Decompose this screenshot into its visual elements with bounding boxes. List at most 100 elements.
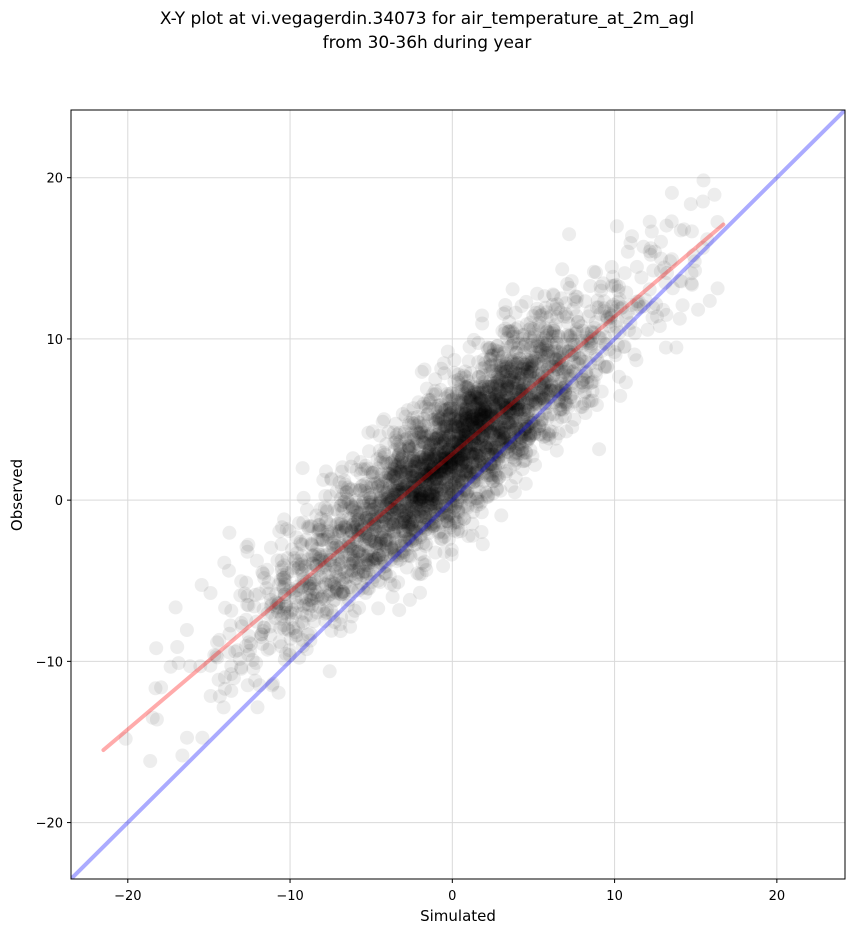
scatter-point xyxy=(517,376,532,391)
scatter-point xyxy=(551,328,565,343)
scatter-point xyxy=(646,263,661,278)
scatter-point xyxy=(392,425,407,440)
scatter-point xyxy=(423,433,438,448)
scatter-point xyxy=(357,538,372,553)
scatter-point xyxy=(503,373,518,388)
scatter-point xyxy=(443,520,458,535)
scatter-point xyxy=(468,429,483,444)
scatter-point xyxy=(421,392,436,407)
scatter-point xyxy=(429,437,444,452)
scatter-point xyxy=(640,322,655,337)
scatter-point xyxy=(263,628,278,643)
scatter-point xyxy=(658,340,673,355)
scatter-point xyxy=(501,390,516,404)
scatter-point xyxy=(434,482,448,497)
scatter-point xyxy=(409,496,424,511)
scatter-point xyxy=(333,498,348,513)
scatter-point xyxy=(457,422,472,437)
scatter-point xyxy=(382,494,397,509)
scatter-point xyxy=(363,498,378,512)
scatter-point xyxy=(386,454,401,469)
scatter-point xyxy=(275,520,290,535)
scatter-point xyxy=(474,437,488,452)
scatter-point xyxy=(443,427,458,442)
scatter-point xyxy=(399,460,414,475)
scatter-point xyxy=(534,349,549,363)
scatter-point xyxy=(485,410,500,425)
identity-line xyxy=(71,110,845,879)
scatter-point xyxy=(268,611,283,626)
scatter-point xyxy=(451,383,466,398)
scatter-point xyxy=(347,532,362,546)
scatter-point xyxy=(423,473,438,487)
scatter-point xyxy=(456,433,471,448)
scatter-point xyxy=(537,350,552,364)
scatter-point xyxy=(322,664,337,679)
scatter-point xyxy=(362,518,377,533)
scatter-point xyxy=(393,552,408,567)
scatter-point xyxy=(362,490,377,505)
scatter-point xyxy=(400,548,415,563)
scatter-point xyxy=(356,564,371,579)
scatter-point xyxy=(454,498,468,513)
scatter-point xyxy=(572,351,587,366)
scatter-point xyxy=(390,427,405,442)
scatter-point xyxy=(402,503,417,518)
scatter-point xyxy=(450,461,465,476)
scatter-point xyxy=(476,352,491,367)
scatter-point xyxy=(394,492,409,507)
scatter-point xyxy=(574,319,589,334)
scatter-point xyxy=(515,359,530,374)
scatter-point xyxy=(288,590,303,605)
scatter-point xyxy=(372,524,387,539)
scatter-point xyxy=(464,413,479,427)
scatter-point xyxy=(329,517,344,532)
scatter-point xyxy=(450,441,465,456)
scatter-point xyxy=(501,436,516,451)
scatter-point xyxy=(365,495,379,510)
scatter-point xyxy=(433,531,448,546)
scatter-point xyxy=(469,447,483,462)
scatter-point xyxy=(335,505,350,520)
scatter-point xyxy=(426,478,440,493)
scatter-point xyxy=(435,460,450,475)
scatter-point xyxy=(289,530,304,545)
scatter-point xyxy=(612,369,626,384)
scatter-point xyxy=(469,466,484,481)
scatter-point xyxy=(422,442,437,457)
scatter-point xyxy=(421,515,436,530)
scatter-point xyxy=(527,387,542,402)
scatter-point xyxy=(282,524,297,539)
scatter-point xyxy=(341,535,356,549)
scatter-point xyxy=(609,319,624,334)
scatter-point xyxy=(346,552,361,567)
scatter-point xyxy=(255,636,270,651)
scatter-point xyxy=(360,581,375,596)
scatter-point xyxy=(472,485,487,499)
scatter-point xyxy=(318,568,333,583)
scatter-point xyxy=(288,606,303,621)
scatter-point xyxy=(521,432,536,447)
scatter-point xyxy=(486,396,501,411)
scatter-point xyxy=(483,471,498,486)
scatter-point xyxy=(555,340,570,354)
scatter-point xyxy=(480,468,495,483)
scatter-point xyxy=(417,466,432,481)
scatter-point xyxy=(335,480,349,495)
scatter-point xyxy=(405,484,419,498)
scatter-point xyxy=(311,552,326,566)
scatter-point xyxy=(508,322,523,337)
scatter-point xyxy=(329,583,344,598)
scatter-point xyxy=(243,643,257,658)
scatter-point xyxy=(580,333,595,348)
scatter-point xyxy=(381,545,396,560)
scatter-point xyxy=(493,394,508,409)
scatter-point xyxy=(351,567,366,582)
scatter-point xyxy=(285,542,299,557)
scatter-point xyxy=(660,266,674,280)
scatter-point xyxy=(274,553,289,568)
scatter-point xyxy=(378,486,393,501)
scatter-point xyxy=(475,382,490,397)
scatter-point xyxy=(428,499,443,514)
scatter-point xyxy=(466,428,481,443)
